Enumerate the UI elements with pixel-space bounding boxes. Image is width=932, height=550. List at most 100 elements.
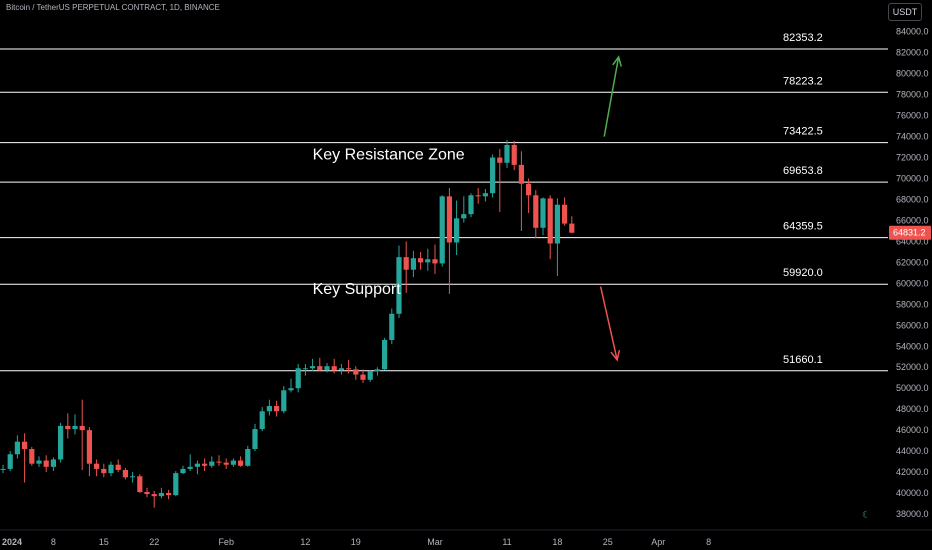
candle	[0, 464, 6, 474]
candle	[202, 458, 208, 472]
candle-body	[7, 454, 13, 469]
y-tick-label: 42000.0	[896, 467, 929, 477]
candle-body	[490, 157, 496, 194]
candle-body	[367, 371, 373, 380]
candle-body	[43, 460, 49, 467]
candle-body	[72, 425, 78, 430]
candle	[173, 471, 179, 497]
candle	[94, 459, 100, 477]
arrow-shaft	[603, 56, 620, 137]
x-tick-label: Apr	[651, 537, 665, 547]
candle	[310, 358, 316, 372]
candle	[281, 386, 287, 414]
x-tick-label: 15	[99, 537, 109, 547]
x-tick-label: Mar	[427, 537, 443, 547]
candle	[526, 178, 532, 214]
candle-body	[187, 466, 193, 469]
candle-body	[288, 388, 294, 391]
candle	[79, 399, 85, 470]
level-label: 69653.8	[783, 165, 823, 177]
y-tick-label: 84000.0	[896, 27, 929, 37]
candle-body	[79, 425, 85, 431]
candle	[547, 195, 553, 260]
y-tick-label: 66000.0	[896, 215, 929, 225]
candle-body	[338, 368, 344, 371]
candle-body	[94, 463, 100, 469]
candle	[245, 445, 251, 467]
candle	[569, 216, 575, 234]
candle-body	[0, 468, 6, 470]
x-tick-label: 11	[502, 537, 511, 547]
arrow-shaft	[599, 286, 618, 361]
candle	[43, 455, 49, 473]
level-label: 78223.2	[783, 75, 823, 87]
candle	[482, 188, 488, 202]
annotations: Key Resistance Zone Key Support	[313, 147, 465, 298]
annotation-text: Key Support	[313, 281, 402, 298]
candle	[166, 489, 172, 500]
candle	[425, 248, 431, 271]
candle-body	[360, 374, 366, 380]
candle-body	[504, 144, 510, 163]
candle	[446, 187, 452, 294]
y-tick-label: 82000.0	[896, 48, 929, 58]
candle	[461, 196, 467, 223]
candle-body	[65, 425, 71, 430]
candle	[65, 413, 71, 439]
y-tick-label: 40000.0	[896, 488, 929, 498]
candle	[367, 370, 373, 382]
candle	[432, 244, 438, 274]
level-label: 64359.5	[783, 221, 823, 233]
moon-icon[interactable]: ☾	[862, 510, 871, 521]
y-tick-label: 52000.0	[896, 362, 929, 372]
candle-body	[346, 368, 352, 370]
candle-body	[130, 476, 136, 478]
candle-body	[562, 204, 568, 224]
candle-body	[540, 198, 546, 228]
candle	[403, 241, 409, 293]
currency-button[interactable]: USDT	[888, 3, 922, 21]
candle	[468, 193, 474, 218]
x-tick-label: 25	[603, 537, 613, 547]
candle-body	[180, 468, 186, 474]
candle-body	[50, 459, 56, 467]
candles	[0, 139, 575, 508]
y-tick-label: 50000.0	[896, 383, 929, 393]
candle	[187, 454, 193, 472]
candle-body	[533, 195, 539, 228]
candle	[475, 187, 481, 204]
candle	[86, 426, 92, 477]
candle	[454, 200, 460, 256]
arrow-down	[599, 286, 621, 362]
candle-body	[410, 258, 416, 270]
candle	[338, 364, 344, 375]
y-tick-label: 44000.0	[896, 446, 929, 456]
level-label: 51660.1	[783, 354, 823, 366]
level-label: 59920.0	[783, 267, 823, 279]
candle	[353, 366, 359, 380]
candle-body	[518, 164, 524, 184]
candle-body	[317, 366, 323, 371]
candle-body	[223, 462, 229, 465]
candle	[439, 195, 445, 267]
y-tick-label: 68000.0	[896, 194, 929, 204]
candle	[130, 472, 136, 483]
candle	[418, 251, 424, 270]
candle	[288, 378, 294, 393]
candle-body	[281, 390, 287, 412]
candle	[101, 463, 107, 478]
candle	[259, 407, 265, 432]
candle	[72, 414, 78, 435]
candle	[137, 474, 143, 494]
x-tick-label: 8	[706, 537, 711, 547]
candle-body	[554, 204, 560, 244]
candle	[396, 245, 402, 318]
candle-body	[454, 218, 460, 243]
candle	[562, 197, 568, 226]
candle	[151, 490, 157, 508]
candle	[14, 435, 20, 459]
y-tick-label: 72000.0	[896, 153, 929, 163]
x-axis: 2024 8 15 22 Feb 12 19 Mar 11 18 25 Apr 8	[0, 529, 932, 547]
candle	[122, 467, 128, 480]
